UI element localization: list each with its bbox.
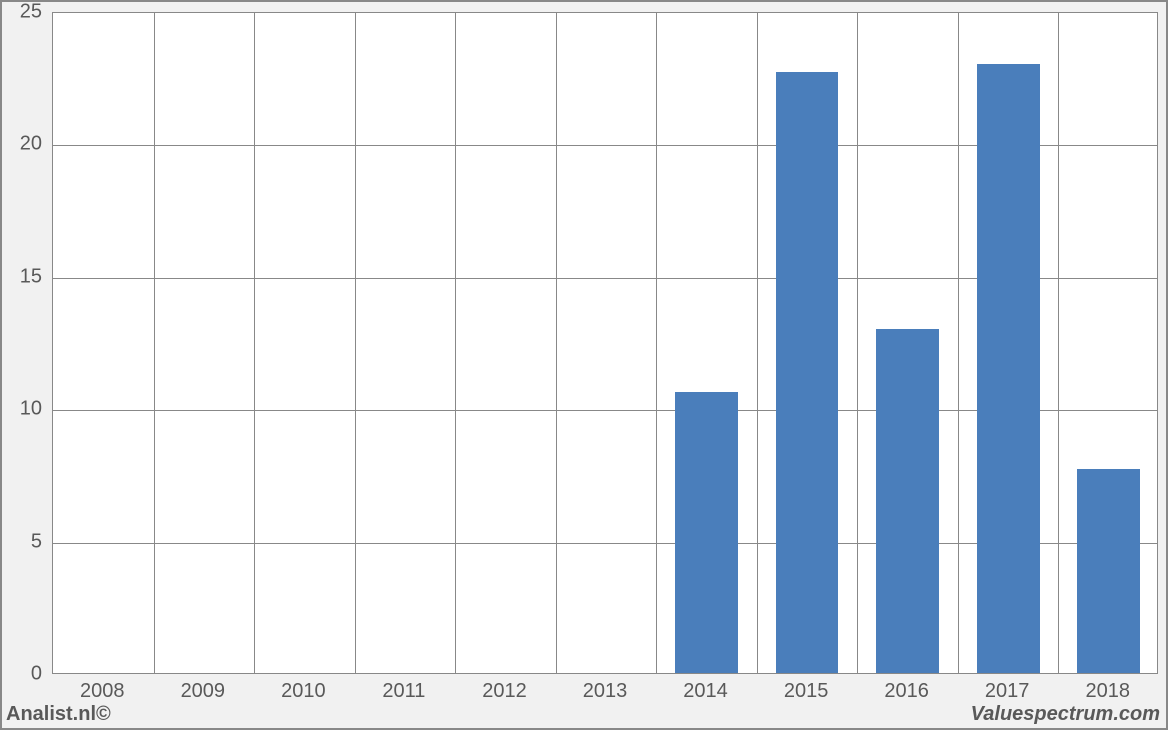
gridline-vertical (254, 13, 255, 673)
gridline-vertical (958, 13, 959, 673)
y-axis-label: 25 (2, 1, 42, 24)
y-axis-label: 10 (2, 398, 42, 421)
x-axis-label: 2017 (985, 680, 1030, 703)
gridline-vertical (154, 13, 155, 673)
footer-right: Valuespectrum.com (971, 703, 1160, 726)
x-axis-label: 2011 (382, 680, 425, 703)
footer-left: Analist.nl© (6, 703, 111, 726)
gridline-vertical (1058, 13, 1059, 673)
x-axis-label: 2010 (281, 680, 326, 703)
y-axis-label: 0 (2, 663, 42, 686)
chart-frame: Analist.nl© Valuespectrum.com 0 5 10 15 20 25… (0, 0, 1168, 730)
bar (776, 72, 839, 673)
x-axis-label: 2016 (884, 680, 929, 703)
y-axis-label: 15 (2, 265, 42, 288)
gridline-vertical (455, 13, 456, 673)
plot-area (52, 12, 1158, 674)
bar (1077, 469, 1140, 673)
gridline-vertical (656, 13, 657, 673)
gridline-vertical (857, 13, 858, 673)
x-axis-label: 2008 (80, 680, 125, 703)
y-axis-label: 5 (2, 530, 42, 553)
gridline-vertical (757, 13, 758, 673)
gridline-vertical (355, 13, 356, 673)
x-axis-label: 2014 (683, 680, 728, 703)
bar (675, 392, 738, 673)
x-axis-label: 2018 (1085, 680, 1130, 703)
x-axis-label: 2009 (181, 680, 226, 703)
x-axis-label: 2012 (482, 680, 527, 703)
x-axis-label: 2015 (784, 680, 829, 703)
bar (977, 64, 1040, 673)
gridline-vertical (556, 13, 557, 673)
x-axis-label: 2013 (583, 680, 628, 703)
bar (876, 329, 939, 673)
y-axis-label: 20 (2, 133, 42, 156)
